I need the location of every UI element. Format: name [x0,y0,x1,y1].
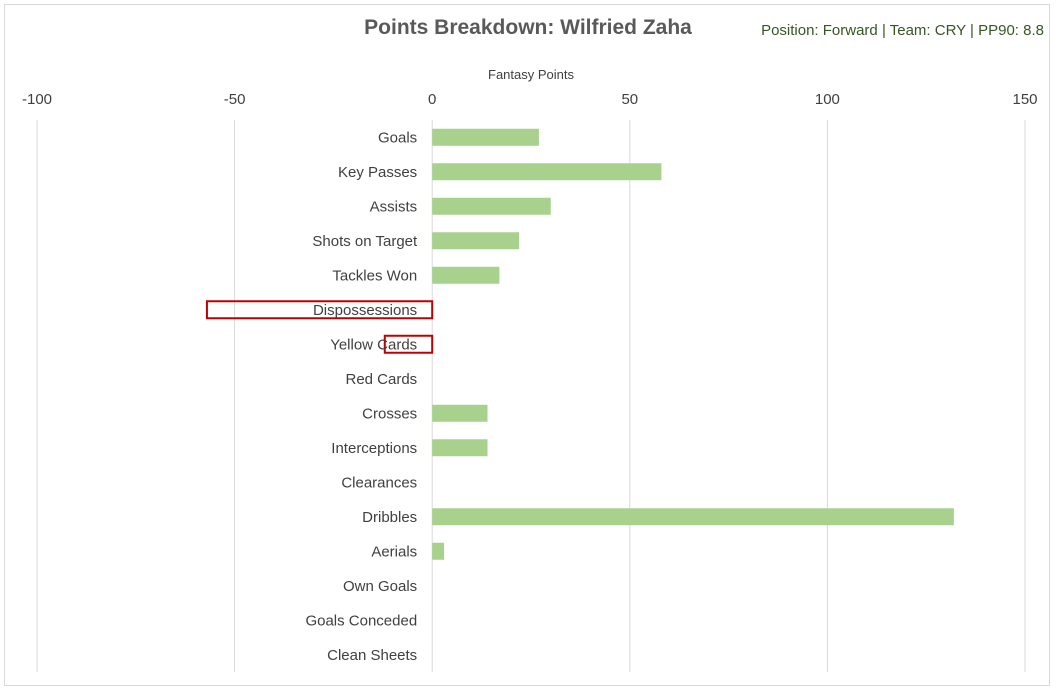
category-label: Assists [370,198,418,215]
bar [432,163,662,181]
x-tick-label: 50 [621,91,638,108]
category-label: Dispossessions [313,302,417,319]
category-label: Dribbles [362,509,417,526]
category-label: Red Cards [345,371,417,388]
category-label: Goals [378,129,417,146]
category-label: Key Passes [338,164,417,181]
x-tick-label: 100 [815,91,840,108]
bar [432,542,445,560]
category-label: Goals Conceded [305,612,417,629]
bars [205,128,954,560]
x-axis-title: Fantasy Points [488,67,574,82]
x-tick-label: -50 [224,91,246,108]
category-label: Tackles Won [332,267,417,284]
category-label: Own Goals [343,578,417,595]
bar [205,300,434,320]
bar [432,404,488,422]
x-tick-label: 150 [1012,91,1037,108]
bar [432,128,539,146]
x-tick-label: 0 [428,91,436,108]
x-tick-label: -100 [22,91,52,108]
bar [432,232,520,250]
chart-frame [4,4,1050,686]
category-label: Clearances [341,474,417,491]
x-axis-ticks: -100 -50 0 50 100 150 [22,91,1038,108]
chart-title: Points Breakdown: Wilfried Zaha [364,16,692,39]
chart-subtitle: Position: Forward | Team: CRY | PP90: 8.… [761,22,1044,39]
bar [432,508,954,526]
bar [432,439,488,457]
category-label: Interceptions [331,440,417,457]
bar [432,266,500,284]
category-label: Aerials [371,543,417,560]
category-label: Crosses [362,405,417,422]
bar [432,197,551,215]
category-label: Clean Sheets [327,647,417,664]
bar [383,334,434,354]
category-label: Shots on Target [312,233,418,250]
category-label: Yellow Cards [330,336,417,353]
category-labels: Goals Key Passes Assists Shots on Target Tac… [305,129,418,664]
